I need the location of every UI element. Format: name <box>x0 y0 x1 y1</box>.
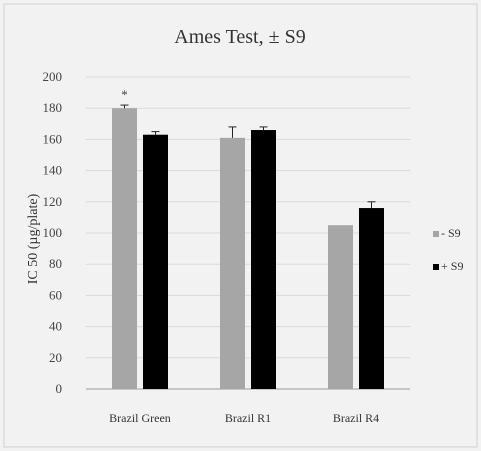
x-category-label: Brazil R1 <box>225 411 271 425</box>
y-tick-label: 20 <box>49 350 62 365</box>
legend-label: - S9 <box>441 226 461 240</box>
y-axis-label: IC 50 (µg/plate) <box>26 193 41 284</box>
bar <box>251 130 276 390</box>
x-category-label: Brazil R4 <box>333 411 379 425</box>
y-axis-ticks: 0 20 40 60 80 100 120 140 160 180 200 <box>43 69 63 396</box>
bar <box>359 208 384 389</box>
bar <box>112 108 137 389</box>
y-tick-label: 140 <box>43 163 63 178</box>
y-tick-label: 200 <box>43 69 63 84</box>
y-tick-label: 0 <box>56 381 63 396</box>
legend-swatch <box>433 264 439 270</box>
bar <box>220 137 245 389</box>
y-tick-label: 120 <box>43 194 63 209</box>
y-tick-label: 60 <box>49 287 62 302</box>
gridlines <box>86 76 410 390</box>
x-axis-categories: Brazil Green Brazil R1 Brazil R4 <box>109 411 379 425</box>
bars: * <box>112 87 384 390</box>
y-tick-label: 100 <box>43 225 63 240</box>
y-tick-label: 40 <box>49 319 62 334</box>
bar <box>143 134 168 389</box>
legend: - S9 + S9 <box>433 226 463 273</box>
y-tick-label: 180 <box>43 100 63 115</box>
x-category-label: Brazil Green <box>109 411 171 425</box>
legend-label: + S9 <box>441 259 463 273</box>
y-tick-label: 160 <box>43 131 63 146</box>
y-tick-label: 80 <box>49 256 62 271</box>
significance-marker: * <box>121 87 128 102</box>
chart-title: Ames Test, ± S9 <box>174 26 305 48</box>
bar <box>328 225 353 389</box>
legend-swatch <box>433 231 439 237</box>
